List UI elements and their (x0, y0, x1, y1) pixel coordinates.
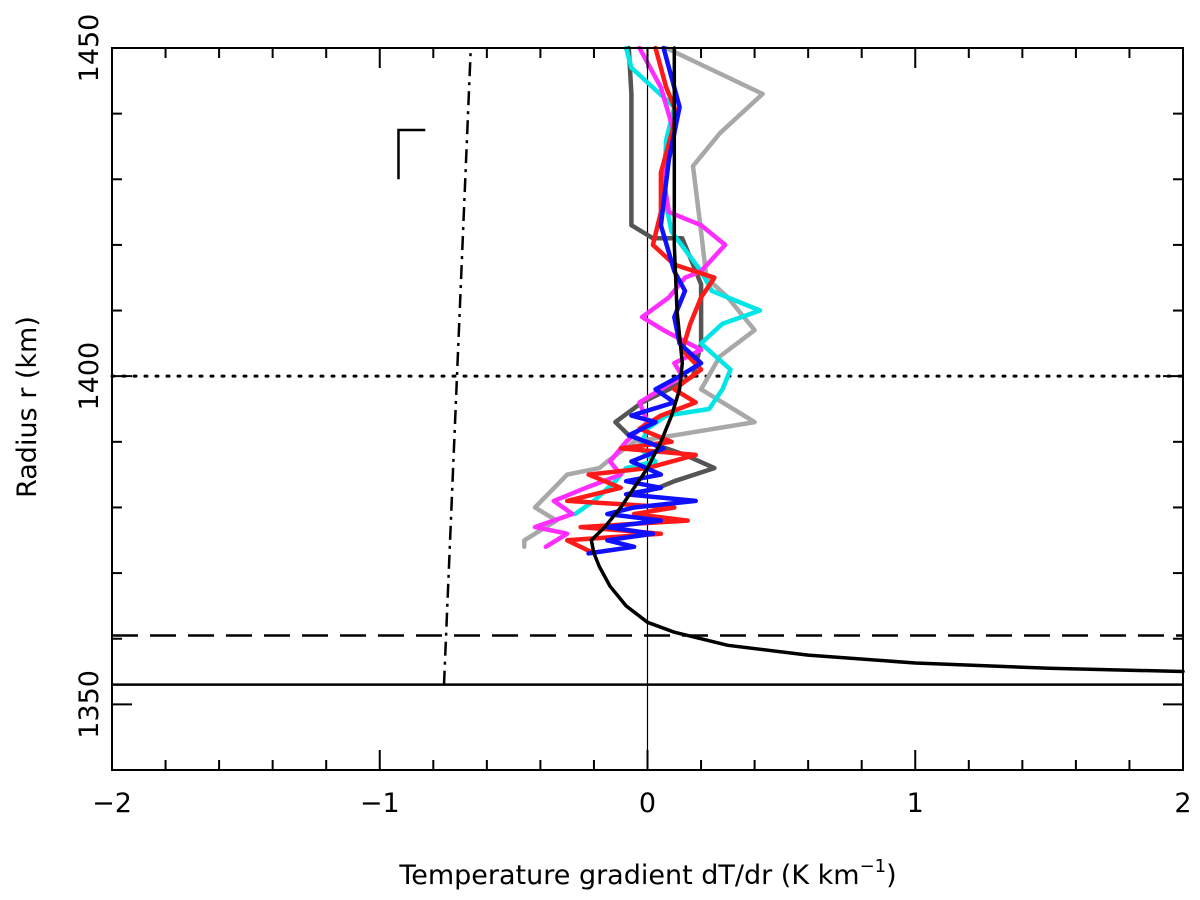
x-tick-label: −2 (92, 788, 132, 819)
y-tick-label: 1400 (74, 342, 105, 411)
reference-lines-layer (110, 47, 1185, 770)
series-layer (522, 45, 1185, 674)
x-axis-label: Temperature gradient dT/dr (K km−1) (398, 856, 896, 891)
x-axis-label-superscript: −1 (860, 856, 887, 877)
series-line-2 (613, 45, 717, 497)
series-line-1 (522, 45, 765, 550)
x-tick-label: −1 (360, 788, 400, 819)
x-tick-label: 2 (1174, 788, 1191, 819)
y-tick-label: 1350 (74, 670, 105, 739)
y-axis-label: Radius r (km) (12, 316, 43, 498)
ticks-layer (111, 47, 1184, 771)
tick-labels-layer: −2 −1 0 1 2 1350 1400 1450 (74, 14, 1192, 819)
dry-adiabat-line (442, 47, 473, 685)
series-line-6 (586, 45, 704, 556)
y-tick-label: 1450 (74, 14, 105, 83)
x-tick-label: 1 (907, 788, 924, 819)
series-line-7 (589, 46, 1185, 674)
x-tick-label: 0 (639, 788, 656, 819)
x-axis-label-tail: ) (886, 860, 897, 891)
x-axis-label-main: Temperature gradient dT/dr (K km (398, 860, 859, 891)
error-bar-marker (397, 128, 426, 180)
